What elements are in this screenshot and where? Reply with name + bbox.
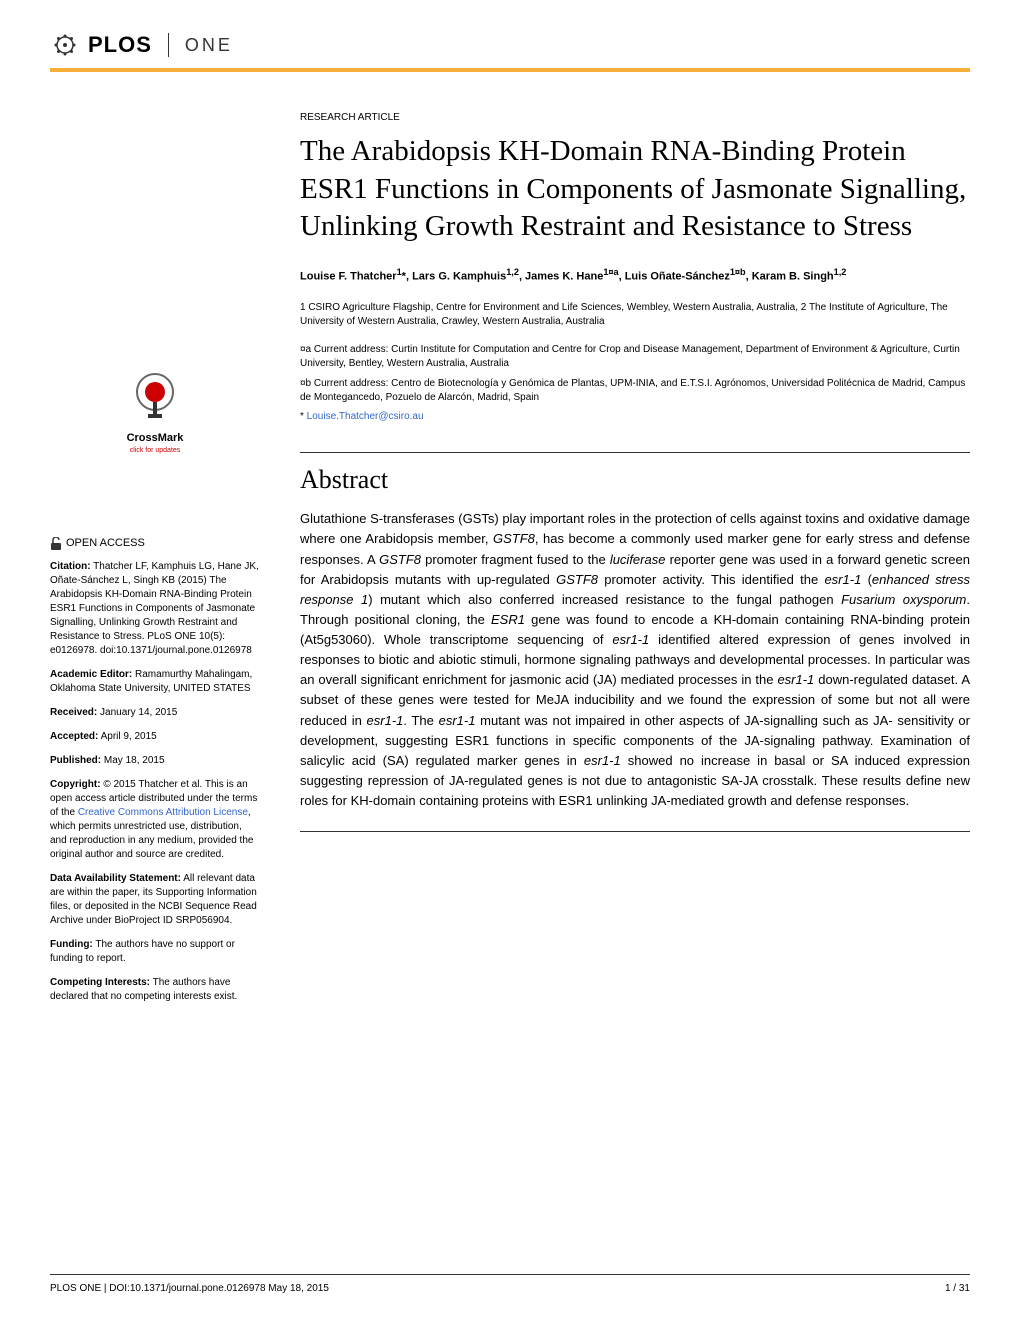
citation-text: Thatcher LF, Kamphuis LG, Hane JK, Oñate…: [50, 561, 259, 656]
sidebar: CrossMark click for updates OPEN ACCESS …: [50, 112, 260, 1014]
received-section: Received: January 14, 2015: [50, 706, 260, 720]
page-footer: PLOS ONE | DOI:10.1371/journal.pone.0126…: [50, 1274, 970, 1294]
editor-section: Academic Editor: Ramamurthy Mahalingam, …: [50, 668, 260, 696]
competing-label: Competing Interests:: [50, 977, 150, 988]
abstract-body: Glutathione S-transferases (GSTs) play i…: [300, 509, 970, 811]
open-access-label: OPEN ACCESS: [66, 536, 145, 551]
crossmark-badge[interactable]: CrossMark click for updates: [50, 372, 260, 456]
copyright-label: Copyright:: [50, 779, 101, 790]
competing-section: Competing Interests: The authors have de…: [50, 976, 260, 1004]
accepted-section: Accepted: April 9, 2015: [50, 730, 260, 744]
received-text: January 14, 2015: [97, 707, 177, 718]
footer-left: PLOS ONE | DOI:10.1371/journal.pone.0126…: [50, 1283, 329, 1294]
plos-icon: [50, 30, 80, 60]
corresponding-symbol: *: [300, 411, 307, 422]
footer-right: 1 / 31: [945, 1283, 970, 1294]
data-availability-section: Data Availability Statement: All relevan…: [50, 872, 260, 928]
current-address-a: ¤a Current address: Curtin Institute for…: [300, 343, 970, 371]
citation-section: Citation: Thatcher LF, Kamphuis LG, Hane…: [50, 560, 260, 658]
corresponding-author: * Louise.Thatcher@csiro.au: [300, 411, 970, 422]
crossmark-icon: [135, 372, 175, 422]
abstract-rule-top: [300, 452, 970, 453]
published-label: Published:: [50, 755, 101, 766]
open-access-badge: OPEN ACCESS: [50, 536, 260, 551]
article-title: The Arabidopsis KH-Domain RNA-Binding Pr…: [300, 133, 970, 246]
received-label: Received:: [50, 707, 97, 718]
journal-name: ONE: [185, 35, 233, 56]
accepted-label: Accepted:: [50, 731, 98, 742]
crossmark-sublabel: click for updates: [50, 446, 260, 456]
funding-section: Funding: The authors have no support or …: [50, 938, 260, 966]
funding-label: Funding:: [50, 939, 93, 950]
corresponding-email[interactable]: Louise.Thatcher@csiro.au: [307, 411, 424, 422]
abstract-heading: Abstract: [300, 465, 970, 495]
published-section: Published: May 18, 2015: [50, 754, 260, 768]
current-address-b: ¤b Current address: Centro de Biotecnolo…: [300, 377, 970, 405]
data-label: Data Availability Statement:: [50, 873, 181, 884]
crossmark-label: CrossMark: [50, 431, 260, 446]
accepted-text: April 9, 2015: [98, 731, 156, 742]
abstract-rule-bottom: [300, 831, 970, 832]
main-content: RESEARCH ARTICLE The Arabidopsis KH-Doma…: [300, 112, 970, 1014]
page-header: PLOS ONE: [50, 30, 970, 72]
editor-label: Academic Editor:: [50, 669, 132, 680]
authors: Louise F. Thatcher1*, Lars G. Kamphuis1,…: [300, 266, 970, 285]
open-lock-icon: [50, 537, 62, 551]
plos-logo: PLOS ONE: [50, 30, 233, 60]
published-text: May 18, 2015: [101, 755, 164, 766]
article-type: RESEARCH ARTICLE: [300, 112, 970, 123]
license-link[interactable]: Creative Commons Attribution License: [78, 807, 248, 818]
copyright-section: Copyright: © 2015 Thatcher et al. This i…: [50, 778, 260, 862]
logo-divider: [168, 33, 169, 57]
affiliations: 1 CSIRO Agriculture Flagship, Centre for…: [300, 301, 970, 329]
plos-text: PLOS: [88, 32, 152, 58]
citation-label: Citation:: [50, 561, 91, 572]
